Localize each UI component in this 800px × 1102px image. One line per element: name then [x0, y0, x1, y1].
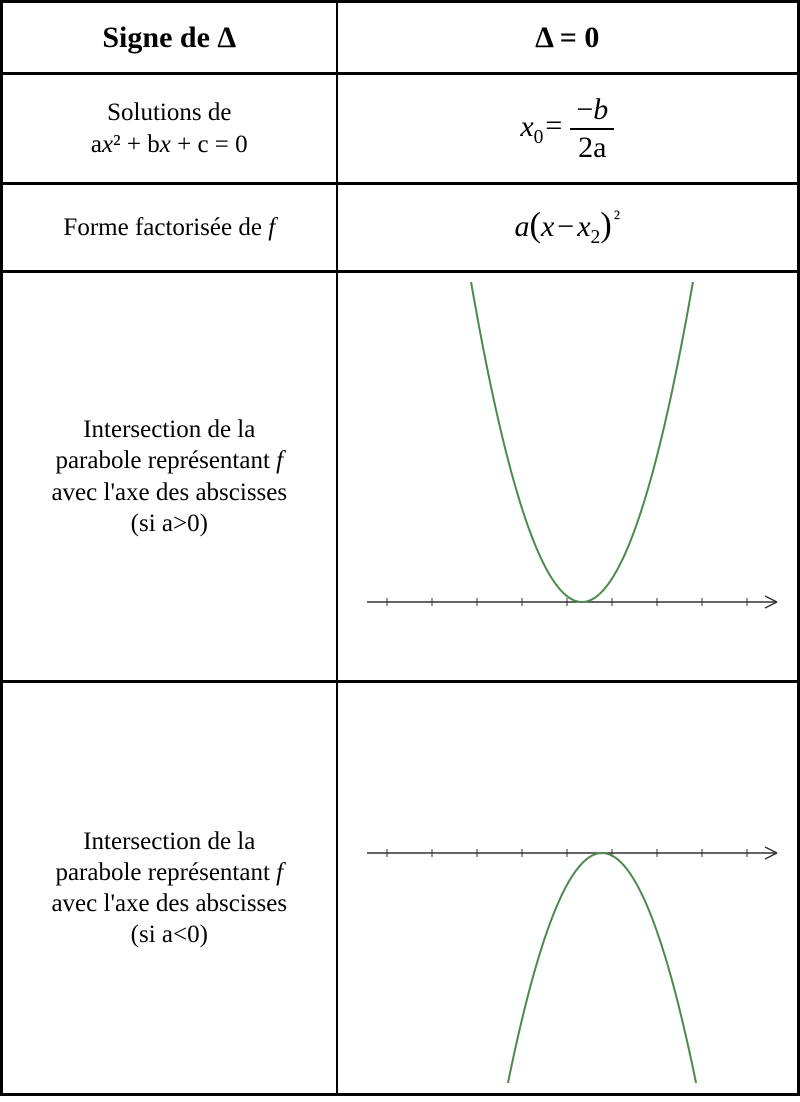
factored-formula: a(x−x2)²: [338, 185, 797, 270]
graph-positive-row: Intersection de la parabole représentant…: [3, 273, 797, 683]
header-sign-delta: Signe de Δ: [3, 3, 338, 72]
solutions-label-line1: Solutions de: [91, 97, 248, 128]
factored-row: Forme factorisée de f a(x−x2)²: [3, 185, 797, 273]
graph-negative-row: Intersection de la parabole représentant…: [3, 683, 797, 1093]
solutions-label: Solutions de ax² + bx + c = 0: [3, 75, 338, 182]
parabola-up-svg: [347, 282, 787, 672]
factored-label: Forme factorisée de f: [3, 185, 338, 270]
header-row: Signe de Δ Δ = 0: [3, 3, 797, 75]
graph-positive-label: Intersection de la parabole représentant…: [3, 273, 338, 680]
fraction: −b 2a: [570, 93, 614, 165]
discriminant-table: Signe de Δ Δ = 0 Solutions de ax² + bx +…: [0, 0, 800, 1096]
solutions-row: Solutions de ax² + bx + c = 0 x0= −b 2a: [3, 75, 797, 185]
parabola-down-svg: [347, 693, 787, 1083]
graph-negative-label: Intersection de la parabole représentant…: [3, 683, 338, 1093]
graph-negative-chart: [338, 683, 797, 1093]
solutions-label-line2: ax² + bx + c = 0: [91, 129, 248, 160]
header-delta-zero: Δ = 0: [338, 3, 797, 72]
solutions-formula: x0= −b 2a: [338, 75, 797, 182]
graph-positive-chart: [338, 273, 797, 680]
